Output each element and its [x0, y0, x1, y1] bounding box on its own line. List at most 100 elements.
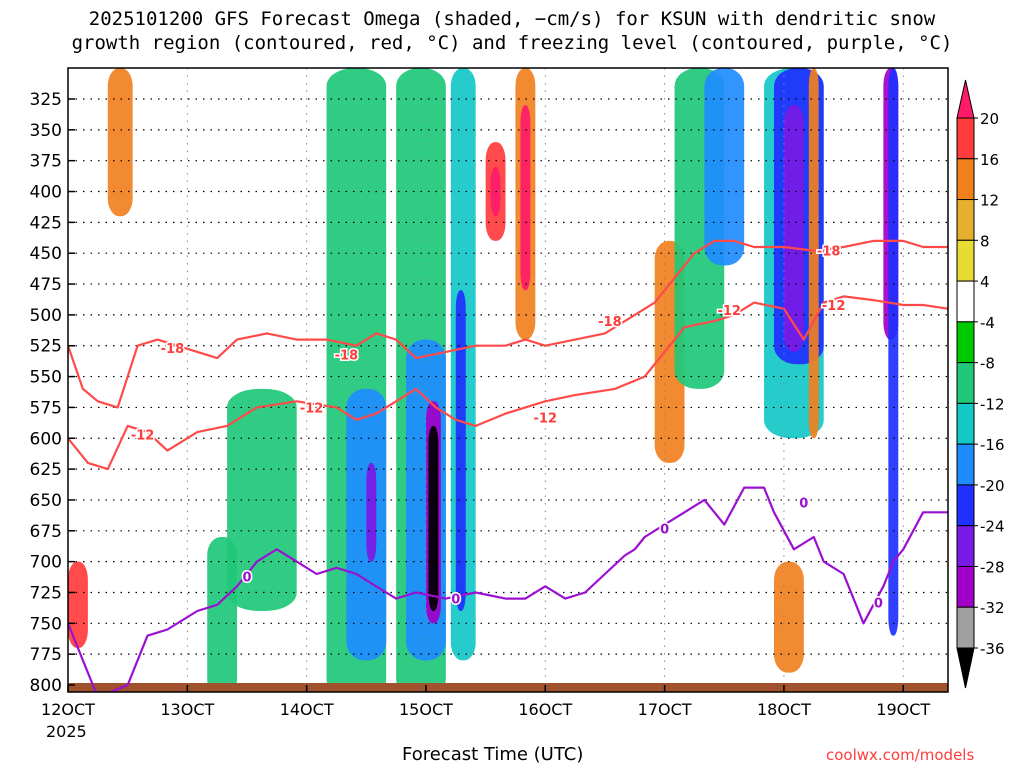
colorbar-box [956, 525, 975, 567]
chart-title-line1: 2025101200 GFS Forecast Omega (shaded, −… [88, 8, 936, 30]
colorbar-box [956, 280, 975, 323]
y-tick-label: 450 [30, 244, 62, 264]
y-tick-label: 650 [30, 491, 62, 511]
y-tick-label: 725 [30, 583, 62, 603]
y-tick-label: 675 [30, 522, 62, 542]
colorbar-label: 20 [980, 110, 999, 128]
y-tick-label: 575 [30, 398, 62, 418]
x-tick-label: 12OCT [41, 700, 95, 719]
contour-label: -12 [131, 429, 155, 444]
plot-border [67, 67, 949, 693]
omega-region [783, 105, 804, 352]
x-tick-label: 18OCT [757, 700, 811, 719]
y-tick-label: 400 [30, 183, 62, 203]
colorbar-top-arrow [956, 79, 975, 119]
x-axis-year: 2025 [46, 722, 87, 741]
omega-region [704, 68, 745, 266]
contour-label: -18 [598, 315, 622, 330]
omega-region [888, 68, 899, 636]
colorbar-label: 12 [980, 192, 999, 210]
contour-label: -12 [717, 304, 741, 319]
colorbar-box [956, 239, 975, 282]
y-tick-label: 775 [30, 645, 62, 665]
y-axis: 325 350 375 400 425 450 475 500 525 550 575 600 625 6… [30, 90, 75, 696]
y-tick-label: 475 [30, 275, 62, 295]
y-tick-label: 750 [30, 614, 62, 634]
contour-label: -18 [161, 342, 185, 357]
colorbar-box [956, 158, 975, 201]
contour-label: -12 [534, 411, 558, 426]
omega-region [227, 388, 297, 611]
contour-0-line [68, 486, 948, 692]
colorbar-label: -16 [980, 436, 1005, 454]
colorbar: 20 16 12 8 4 -4 -8 -12 -16 -20 -24 -28 -32 -36 [956, 79, 1005, 689]
y-tick-label: 350 [30, 121, 62, 141]
contour-label: 0 [799, 496, 808, 511]
x-tick-label: 19OCT [876, 700, 930, 719]
contour-label: -12 [300, 401, 324, 416]
omega-region [107, 68, 133, 217]
contour-label: 0 [451, 593, 460, 608]
colorbar-box [956, 199, 975, 241]
y-tick-label: 550 [30, 368, 62, 388]
contour-label: 0 [874, 596, 883, 611]
colorbar-box [956, 565, 975, 608]
colorbar-label: -4 [980, 314, 995, 332]
x-tick-label: 16OCT [518, 700, 572, 719]
colorbar-label: -24 [980, 518, 1005, 536]
chart-title-line2: growth region (contoured, red, °C) and f… [71, 32, 953, 54]
omega-region [773, 561, 804, 673]
y-tick-label: 525 [30, 337, 62, 357]
contour-lines [68, 239, 948, 692]
y-tick-label: 600 [30, 429, 62, 449]
colorbar-box [956, 443, 975, 486]
terrain-band [68, 683, 948, 692]
contour-minus18-line [68, 239, 948, 409]
y-tick-label: 500 [30, 306, 62, 326]
x-tick-label: 15OCT [399, 700, 453, 719]
omega-shading [68, 68, 899, 692]
x-tick-label: 17OCT [638, 700, 692, 719]
y-tick-label: 375 [30, 152, 62, 172]
colorbar-label: 16 [980, 151, 999, 169]
colorbar-label: -8 [980, 355, 995, 373]
omega-region [428, 425, 439, 611]
colorbar-box [956, 606, 975, 649]
contour-label: 0 [242, 570, 251, 585]
contour-label: -18 [817, 245, 841, 260]
colorbar-label: -36 [980, 640, 1005, 658]
contour-minus12-line [68, 295, 948, 471]
colorbar-box [956, 362, 975, 404]
x-tick-label: 13OCT [160, 700, 214, 719]
colorbar-label: 8 [980, 232, 990, 250]
omega-region [520, 105, 531, 291]
x-axis: 12OCT 13OCT 14OCT 15OCT 16OCT 17OCT 18OCT 19OCT [41, 685, 930, 719]
colorbar-box [956, 402, 975, 445]
omega-region [366, 462, 377, 562]
omega-region [68, 561, 88, 648]
omega-region [455, 290, 466, 611]
colorbar-box [956, 484, 975, 527]
colorbar-label: -20 [980, 477, 1005, 495]
y-tick-label: 800 [30, 676, 62, 696]
y-tick-label: 700 [30, 553, 62, 573]
terrain-surface [68, 683, 948, 692]
y-tick-label: 425 [30, 213, 62, 233]
plot-frame [67, 67, 949, 693]
colorbar-label: -28 [980, 558, 1005, 576]
colorbar-label: -32 [980, 599, 1005, 617]
x-axis-title: Forecast Time (UTC) [402, 744, 584, 765]
colorbar-box [956, 117, 975, 160]
y-tick-label: 625 [30, 460, 62, 480]
contour-label: -12 [822, 299, 846, 314]
colorbar-box [956, 321, 975, 364]
contour-labels: -18 -18 -18 -18 -12 -12 -12 -12 -12 0 0 0 0 0 [129, 243, 884, 613]
colorbar-label: 4 [980, 273, 990, 291]
contour-label: 0 [660, 522, 669, 537]
colorbar-bottom-arrow [956, 647, 975, 689]
credit-link[interactable]: coolwx.com/models [826, 746, 975, 764]
contour-label: -18 [335, 348, 359, 363]
x-tick-label: 14OCT [280, 700, 334, 719]
colorbar-label: -12 [980, 395, 1005, 413]
